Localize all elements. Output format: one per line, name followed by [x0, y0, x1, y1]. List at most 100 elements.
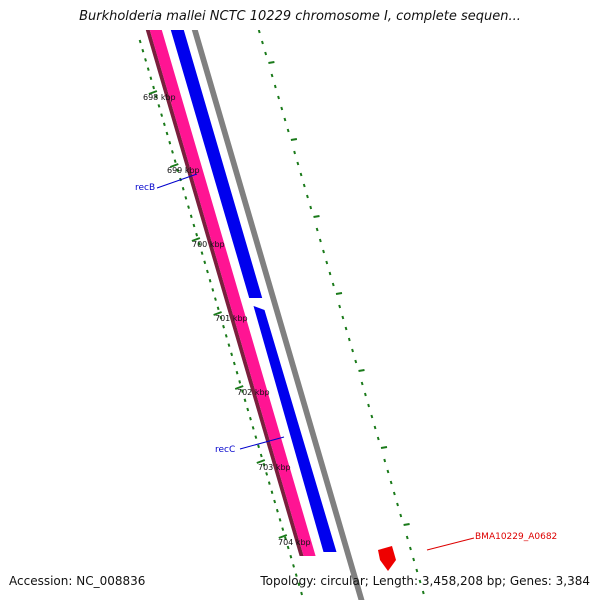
outer-dot-mark — [318, 238, 322, 243]
tick-mark — [284, 536, 287, 541]
outer-dot-mark — [273, 84, 277, 89]
outer-dot-mark — [283, 117, 287, 122]
tick-mark — [154, 94, 158, 99]
tick-mark — [254, 435, 258, 439]
major-tick-mark — [169, 163, 179, 168]
tick-mark — [286, 545, 290, 550]
outer-dot-mark — [325, 260, 329, 265]
tick-mark — [257, 444, 260, 449]
recb-leader-line — [156, 173, 198, 189]
tick-mark — [168, 140, 172, 145]
outer-dot-mark — [268, 61, 275, 64]
tick-mark — [208, 278, 212, 283]
outer-dot-mark — [396, 502, 399, 507]
major-tick-mark — [148, 90, 158, 95]
tick-mark — [259, 453, 263, 458]
gene-labels: recB recC BMA10229_A0682 — [135, 173, 557, 551]
tick-mark — [162, 122, 166, 127]
outer-dot-mark — [331, 282, 335, 287]
outer-dot-mark — [373, 425, 377, 430]
map-tracks — [138, 0, 425, 600]
outer-dot-mark — [383, 458, 387, 463]
tick-mark — [235, 370, 239, 375]
tick-mark — [211, 288, 215, 292]
tick-mark — [189, 214, 193, 219]
tick-mark — [165, 131, 169, 136]
tick-mark — [157, 104, 161, 108]
outer-dot-mark — [338, 304, 342, 309]
genome-summary-text: Topology: circular; Length: 3,458,208 bp… — [260, 574, 590, 588]
outer-dot-mark — [370, 414, 374, 419]
gene-label-recc[interactable]: recC — [215, 445, 235, 455]
outer-dotted-track — [257, 30, 425, 595]
outer-dot-mark — [290, 138, 298, 141]
tick-mark — [241, 389, 244, 393]
recc-leader-line — [239, 436, 285, 450]
gene-label-recb[interactable]: recB — [135, 183, 155, 193]
outer-dot-mark — [376, 436, 380, 441]
outer-dot-mark — [277, 95, 280, 100]
inner-tick-track — [138, 39, 303, 596]
outer-dot-mark — [351, 348, 354, 353]
tick-mark — [270, 490, 274, 495]
tick-mark — [219, 315, 223, 320]
outer-dot-mark — [386, 469, 390, 474]
tick-mark — [251, 426, 255, 430]
major-tick-mark — [234, 385, 244, 390]
outer-dot-mark — [299, 172, 303, 177]
tick-mark — [297, 582, 301, 587]
hypothetical-leader-line — [426, 537, 475, 551]
outer-dot-mark — [360, 381, 364, 386]
hypothetical-gene-feature[interactable] — [378, 546, 396, 571]
outer-dot-mark — [399, 513, 403, 518]
accession-text: Accession: NC_008836 — [9, 574, 146, 588]
outer-dot-mark — [264, 51, 268, 56]
outer-dot-mark — [309, 205, 313, 210]
outer-dot-mark — [341, 315, 345, 320]
tick-mark — [267, 481, 271, 485]
outer-dot-mark — [415, 568, 419, 573]
major-tick-mark — [256, 459, 266, 464]
outer-dot-mark — [280, 106, 284, 111]
forward-gene-reca-like[interactable] — [159, 0, 263, 298]
tick-label: 698 kbp — [143, 93, 176, 102]
tick-mark — [273, 499, 277, 504]
outer-dot-mark — [392, 491, 396, 496]
outer-dot-mark — [286, 128, 290, 133]
outer-dot-mark — [421, 590, 425, 595]
tick-mark — [149, 76, 153, 81]
forward-gene-recb-like[interactable] — [253, 306, 337, 552]
tick-mark — [243, 398, 247, 403]
tick-mark — [224, 334, 228, 338]
tick-mark — [197, 242, 201, 246]
outer-dot-mark — [389, 480, 393, 485]
outer-dot-mark — [405, 535, 409, 540]
tick-mark — [173, 159, 177, 163]
tick-mark — [176, 168, 180, 173]
outer-dot-mark — [403, 523, 410, 526]
tick-mark — [262, 462, 266, 467]
tick-mark — [246, 407, 250, 412]
outer-dot-mark — [322, 249, 325, 254]
tick-label: 702 kbp — [237, 388, 270, 397]
tick-mark — [206, 269, 209, 274]
map-title: Burkholderia mallei NCTC 10229 chromosom… — [79, 9, 521, 24]
reverse-gene-band-shadow — [145, 30, 304, 556]
tick-label: 704 kbp — [278, 538, 311, 547]
reverse-gene-band — [149, 30, 316, 556]
tick-mark — [160, 113, 164, 117]
outer-dot-mark — [347, 337, 351, 342]
tick-mark — [138, 39, 142, 44]
tick-mark — [192, 223, 196, 228]
tick-mark — [200, 251, 204, 255]
outer-dot-mark — [412, 557, 416, 562]
tick-label: 701 kbp — [215, 314, 248, 323]
tick-mark — [300, 591, 303, 596]
outer-dot-mark — [306, 194, 309, 199]
gene-label-bma10229-a0682[interactable]: BMA10229_A0682 — [475, 532, 557, 542]
outer-dot-mark — [418, 579, 422, 584]
outer-dot-mark — [335, 292, 343, 295]
tick-mark — [203, 260, 207, 265]
